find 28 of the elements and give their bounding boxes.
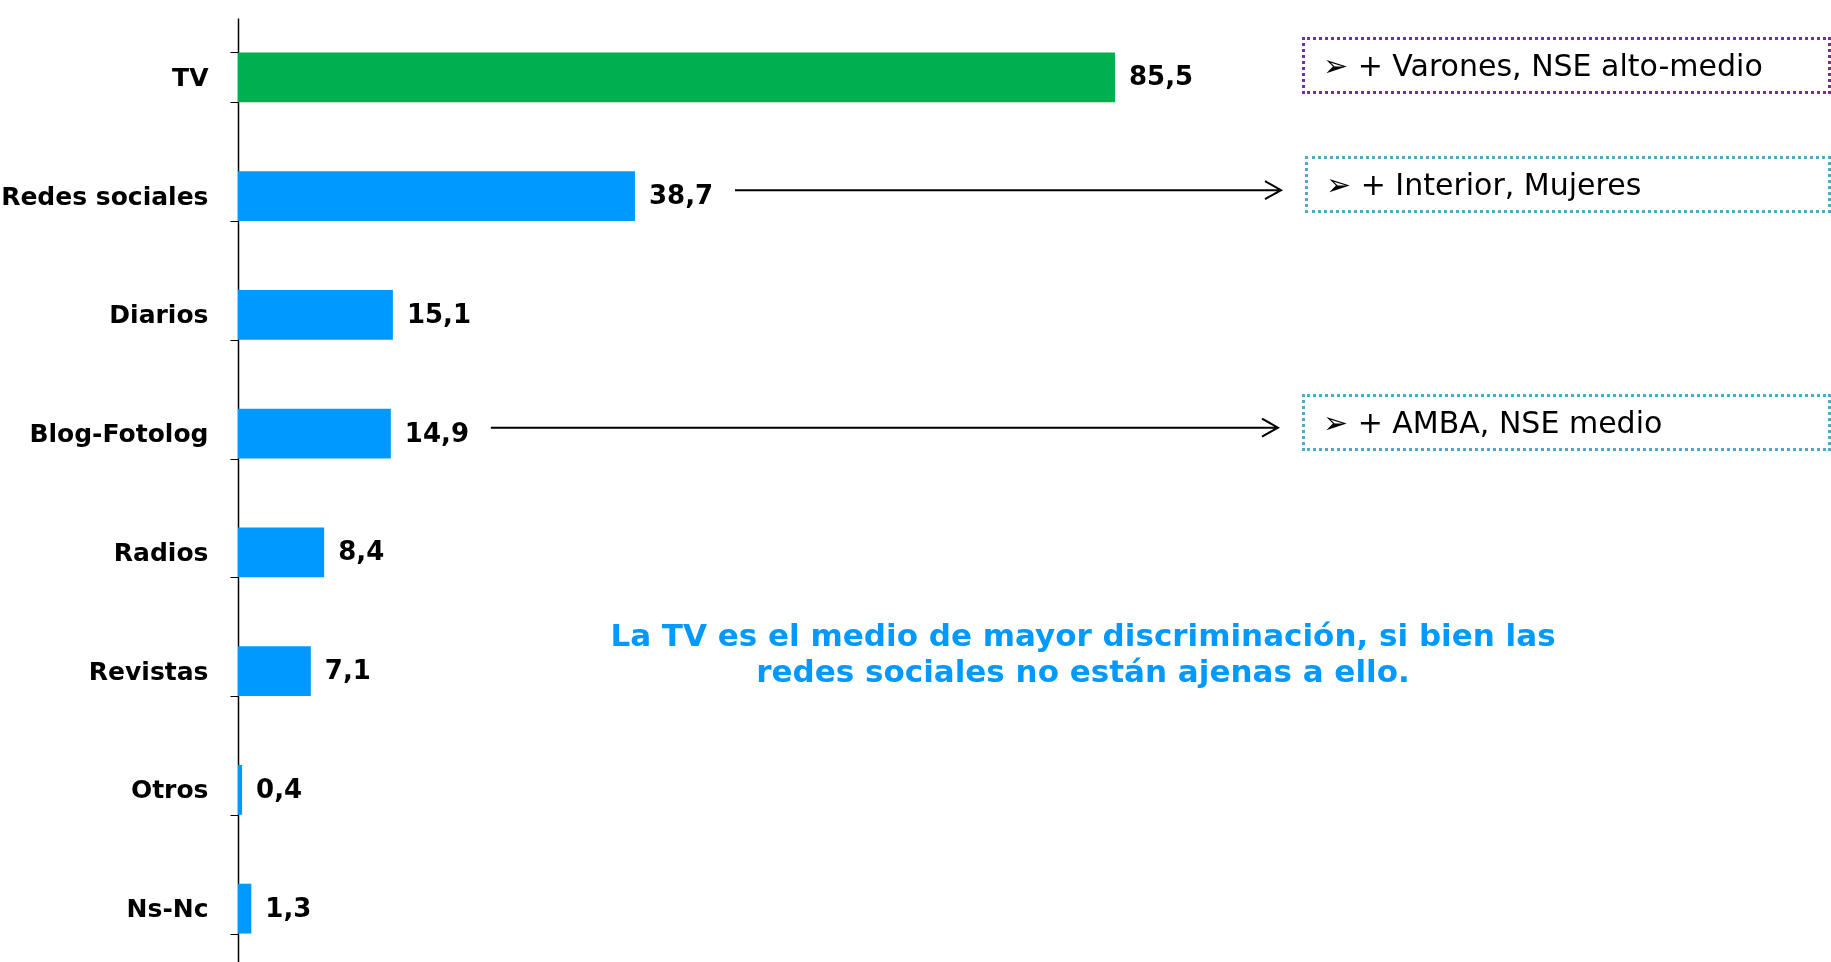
y-tick-label: Revistas [88,656,209,686]
bar [238,764,243,815]
data-label: 7,1 [324,655,371,686]
dotted-box: ➢ + Varones, NSE alto-medio [1302,37,1831,95]
bar [238,52,1115,103]
y-tick-label: Radios [113,537,209,567]
y-tick-label: Diarios [109,300,209,330]
data-label: 0,4 [256,773,303,804]
y-tick-label: Otros [130,775,209,805]
data-label: 1,3 [265,892,312,923]
dotted-box: ➢ + Interior, Mujeres [1305,156,1831,214]
data-label: 14,9 [404,417,469,448]
bar [238,527,325,578]
bar [238,408,391,459]
bar [238,883,252,934]
data-label: 38,7 [648,180,714,211]
annotation: La TV es el medio de mayor discriminación, si bien las redes sociales no están ajenas a ello. [609,617,1557,689]
y-tick-label: TV [172,62,210,92]
bar [238,289,393,340]
data-label: 15,1 [406,298,472,329]
y-tick-label: Ns-Nc [126,894,209,924]
y-tick-label: Redes sociales [1,181,209,211]
data-label: 8,4 [338,536,385,567]
dotted-box: ➢ + AMBA, NSE medio [1302,393,1831,451]
data-label: 85,5 [1129,61,1194,92]
y-tick-label: Blog-Fotolog [29,419,209,449]
bar [238,646,311,697]
bar [238,171,635,222]
